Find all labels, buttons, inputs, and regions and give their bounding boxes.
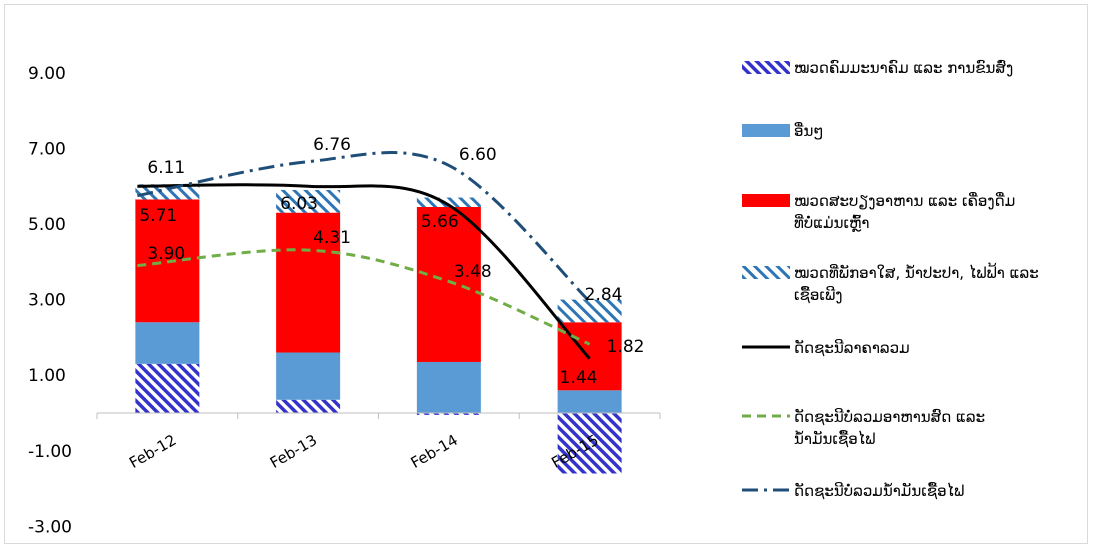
legend-swatch [742, 194, 790, 207]
line-data-label: 2.84 [585, 285, 623, 305]
line-series [137, 151, 591, 360]
bar-data-label: 5.66 [421, 212, 459, 232]
x-category-label: Feb-13 [267, 431, 320, 472]
bar-data-label: 5.71 [139, 206, 177, 226]
bar-data-label: 6.03 [280, 194, 318, 214]
bar-segment-3-1 [276, 189, 341, 213]
bar-segment-0-1 [276, 399, 341, 413]
y-tick-label: -3.00 [28, 517, 72, 537]
line-data-label: 3.90 [147, 244, 185, 264]
line-2 [137, 151, 591, 303]
y-tick-label: 5.00 [28, 215, 66, 235]
y-tick-label: -1.00 [28, 442, 72, 462]
bar-series [135, 184, 622, 474]
legend-label: ດັດຊະນີລາຄາລວມ [794, 338, 910, 357]
line-data-label: 1.82 [607, 337, 645, 357]
data-labels: 6.11 1.44 3.90 4.31 3.48 1.82 6.76 6.60 2.84 5.71… [139, 135, 644, 388]
y-tick-label: 7.00 [28, 139, 66, 159]
line-data-label: 6.60 [459, 145, 497, 165]
bar-segment-1-3 [557, 390, 622, 413]
legend-label: ດັດຊະນີບໍ່ລວມອາຫານສົດ ແລະນໍ້າມັນເຊື້ອໄຟ [794, 407, 985, 448]
y-tick-label: 1.00 [28, 366, 66, 386]
line-data-label: 6.76 [313, 135, 351, 155]
legend: ໝວດຄົມມະນາຄົມ ແລະ ການຂົນສົ່ງອື່ນໆໝວດສະບຽ… [742, 58, 1039, 500]
x-category-label: Feb-12 [126, 431, 179, 472]
bar-segment-2-1 [276, 212, 341, 353]
y-tick-label: 9.00 [28, 64, 66, 84]
legend-label: ໝວດສະບຽງອາຫານ ແລະ ເຄື່ອງດື່ມທີ່ບໍ່ແມ່ນເຫ… [794, 191, 1015, 232]
line-data-label: 6.11 [147, 158, 185, 178]
legend-label: ໝວດຄົມມະນາຄົມ ແລະ ການຂົນສົ່ງ [794, 58, 1013, 77]
bar-segment-1-1 [276, 352, 341, 400]
line-data-label: 3.48 [454, 262, 492, 282]
line-data-label: 4.31 [313, 228, 351, 248]
bar-segment-0-3 [557, 413, 622, 474]
bar-segment-1-0 [135, 322, 200, 364]
line-0 [137, 183, 591, 360]
line-1 [137, 248, 591, 346]
y-axis: 9.00 7.00 5.00 3.00 1.00 -1.00 -3.00 [28, 64, 72, 538]
legend-swatch [742, 61, 790, 74]
bar-segment-3-3 [557, 299, 622, 323]
bar-segment-0-2 [416, 413, 481, 415]
legend-label: ດັດຊະນີບໍ່ລວມນໍ້າມັນເຊື້ອໄຟ [794, 481, 964, 500]
line-data-label: 1.44 [560, 368, 598, 388]
legend-label: ໝວດທີ່ພັກອາໃສ, ນໍ້າປະປາ, ໄຟຟ້າ ແລະເຊື້ອເ… [794, 261, 1039, 304]
y-tick-label: 3.00 [28, 291, 66, 311]
bar-segment-2-2 [416, 206, 481, 362]
legend-swatch [742, 266, 790, 279]
bar-segment-3-2 [416, 197, 481, 207]
legend-swatch [742, 124, 790, 137]
bar-segment-1-2 [416, 361, 481, 413]
chart-frame [4, 4, 1088, 544]
legend-label: ອື່ນໆ [794, 121, 823, 140]
x-category-label: Feb-14 [408, 431, 461, 472]
bar-segment-0-0 [135, 363, 200, 413]
bar-segment-3-0 [135, 184, 200, 200]
